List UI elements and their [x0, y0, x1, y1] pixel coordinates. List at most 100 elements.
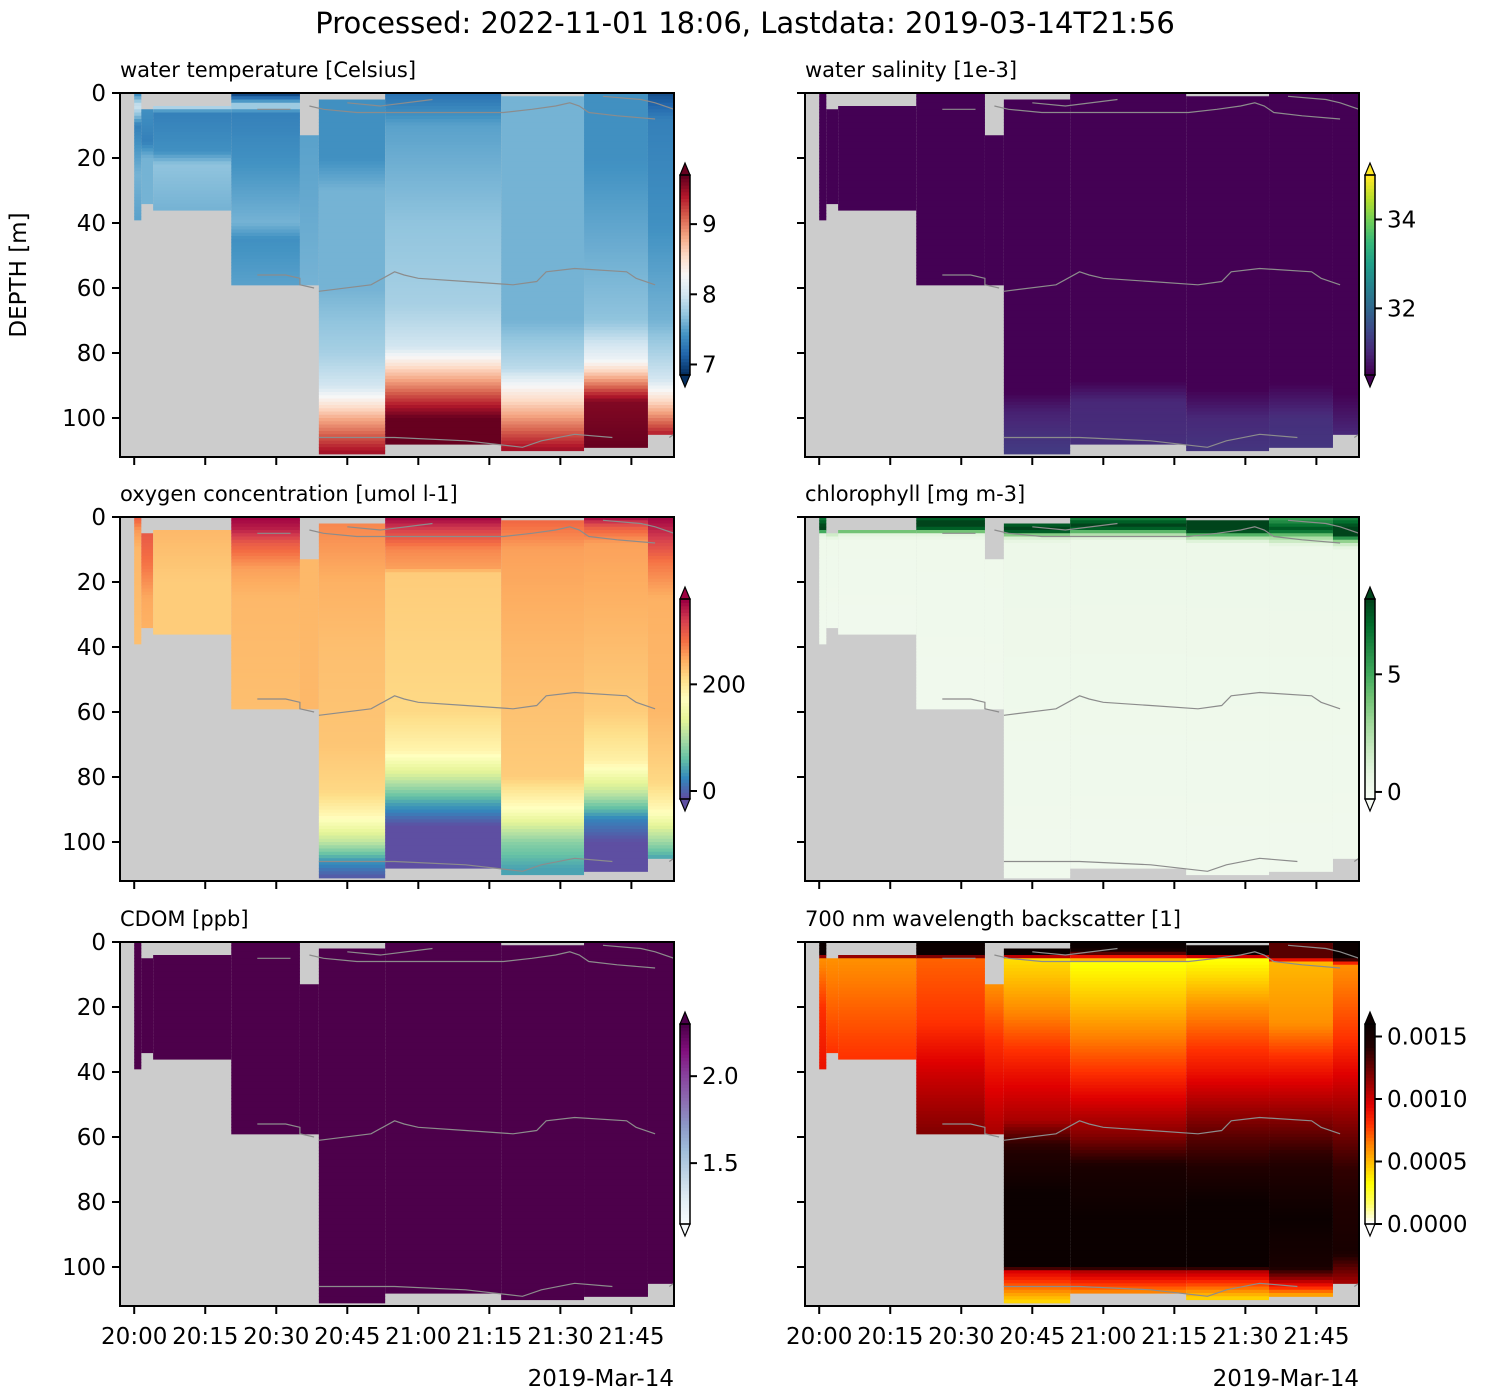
colorbar: 1.52.0 [679, 1010, 739, 1238]
mesh-cell [385, 848, 502, 853]
mesh-cell [1003, 848, 1071, 853]
mesh-cell [1332, 1046, 1359, 1050]
mesh-cell [1070, 1260, 1187, 1265]
mesh-cell [1003, 861, 1071, 866]
mesh-cell [1003, 598, 1071, 603]
colorbar-segment [1365, 235, 1375, 239]
mesh-cell [584, 543, 648, 547]
mesh-cell [134, 572, 142, 577]
mesh-cell [299, 193, 319, 198]
mesh-cell [826, 184, 839, 188]
mesh-cell [299, 643, 319, 648]
mesh-cell [826, 161, 839, 166]
mesh-cell [1070, 405, 1187, 409]
mesh-cell [1070, 294, 1187, 299]
mesh-cell [501, 559, 585, 564]
colorbar-segment [1365, 625, 1375, 630]
mesh-cell [231, 601, 300, 606]
mesh-cell [385, 1016, 502, 1021]
mesh-cell [318, 990, 386, 995]
mesh-cell [1332, 125, 1359, 130]
mesh-cell [299, 601, 319, 606]
mesh-cell [153, 180, 232, 185]
mesh-cell [318, 864, 386, 869]
mesh-cell [231, 669, 300, 674]
colorbar-segment [1365, 355, 1375, 359]
mesh-cell [584, 1046, 648, 1050]
mesh-cell [385, 340, 502, 344]
mesh-cell [501, 164, 585, 169]
mesh-cell [916, 252, 985, 257]
mesh-cell [1003, 414, 1071, 419]
mesh-cell [385, 1169, 502, 1174]
mesh-cell [501, 1094, 585, 1099]
mesh-cell [1070, 718, 1187, 723]
mesh-cell [1269, 1091, 1333, 1096]
mesh-cell [1070, 552, 1187, 557]
mesh-cell [318, 1189, 386, 1193]
mesh-cell [1070, 106, 1187, 110]
mesh-cell [647, 297, 674, 302]
mesh-cell [916, 1016, 985, 1021]
mesh-cell [153, 630, 232, 635]
mesh-cell [141, 1029, 154, 1034]
mesh-cell [1269, 1081, 1333, 1086]
mesh-cell [1332, 1042, 1359, 1047]
mesh-cell [318, 1215, 386, 1219]
mesh-cell [1269, 533, 1333, 538]
mesh-cell [1332, 255, 1359, 260]
mesh-cell [299, 1042, 319, 1047]
mesh-cell [1332, 793, 1359, 798]
mesh-cell [1186, 255, 1270, 260]
colorbar-segment [680, 792, 690, 797]
mesh-cell [584, 575, 648, 580]
mesh-cell [1332, 598, 1359, 603]
mesh-cell [984, 601, 1004, 606]
mesh-cell [231, 1036, 300, 1041]
mesh-cell [1332, 359, 1359, 364]
colorbar-segment [680, 1140, 690, 1145]
mesh-cell [584, 1159, 648, 1164]
colorbar-segment [1365, 705, 1375, 710]
mesh-cell [1070, 1198, 1187, 1203]
mesh-cell [1186, 1202, 1270, 1206]
mesh-cell [647, 206, 674, 211]
mesh-cell [826, 190, 839, 195]
mesh-cell [1332, 1078, 1359, 1083]
mesh-cell [584, 764, 648, 768]
mesh-cell [819, 210, 827, 214]
mesh-cell [1186, 122, 1270, 127]
mesh-cell [318, 656, 386, 661]
mesh-cell [647, 741, 674, 746]
mesh-cell [1003, 682, 1071, 687]
mesh-cell [153, 539, 232, 544]
mesh-cell [1070, 1016, 1187, 1021]
mesh-cell [231, 539, 300, 544]
mesh-cell [385, 556, 502, 560]
mesh-cell [299, 656, 319, 661]
mesh-cell [501, 141, 585, 146]
colorbar-segment [680, 1067, 690, 1072]
mesh-cell [1003, 1156, 1071, 1161]
mesh-cell [916, 595, 985, 599]
mesh-cell [501, 229, 585, 234]
mesh-cell [1003, 858, 1071, 863]
mesh-cell [1186, 1286, 1270, 1291]
mesh-cell [984, 190, 1004, 195]
colorbar-segment [1365, 682, 1375, 687]
mesh-cell [584, 167, 648, 172]
colorbar-segment [680, 298, 690, 303]
mesh-cell [1332, 595, 1359, 599]
mesh-cell [501, 757, 585, 762]
mesh-cell [134, 621, 142, 625]
mesh-cell [819, 106, 827, 110]
mesh-cell [153, 984, 232, 989]
mesh-cell [231, 193, 300, 198]
panel-title: water salinity [1e-3] [805, 58, 1017, 82]
mesh-cell [984, 265, 1004, 270]
mesh-cell [647, 411, 674, 416]
mesh-cell [1186, 767, 1270, 772]
mesh-cell [134, 96, 142, 101]
mesh-cell [1332, 418, 1359, 422]
mesh-cell [141, 193, 154, 198]
